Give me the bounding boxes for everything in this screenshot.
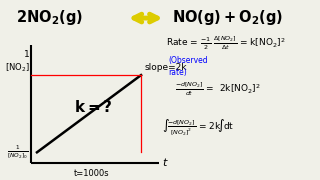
Text: (Observed
rate): (Observed rate) bbox=[169, 56, 208, 77]
Text: Rate = $\frac{-1}{2}$ $\frac{\Delta[NO_2]}{\Delta t}$ = k[NO$_2$]$^2$: Rate = $\frac{-1}{2}$ $\frac{\Delta[NO_2… bbox=[165, 35, 285, 52]
Text: 1: 1 bbox=[24, 50, 29, 59]
Text: $\mathbf{NO(g) + O_2(g)}$: $\mathbf{NO(g) + O_2(g)}$ bbox=[172, 8, 283, 27]
Text: $\frac{1}{[NO_2]_0}$: $\frac{1}{[NO_2]_0}$ bbox=[7, 144, 28, 161]
Text: t: t bbox=[163, 158, 167, 168]
Text: t=1000s: t=1000s bbox=[74, 169, 110, 178]
Text: $\frac{-d[NO_2]}{dt}$ =  2k[NO$_2$]$^2$: $\frac{-d[NO_2]}{dt}$ = 2k[NO$_2$]$^2$ bbox=[175, 80, 260, 98]
Text: [NO$_2$]: [NO$_2$] bbox=[4, 62, 29, 74]
Text: slope=2k: slope=2k bbox=[144, 63, 187, 72]
Text: $\mathbf{k = ?}$: $\mathbf{k = ?}$ bbox=[74, 99, 112, 115]
Text: $\mathbf{2NO_2(g)}$: $\mathbf{2NO_2(g)}$ bbox=[16, 8, 83, 27]
Text: $\int\!\frac{-d[NO_2]}{[NO_2]^2}$ = 2k$\!\int\!$dt: $\int\!\frac{-d[NO_2]}{[NO_2]^2}$ = 2k$\… bbox=[163, 118, 235, 138]
